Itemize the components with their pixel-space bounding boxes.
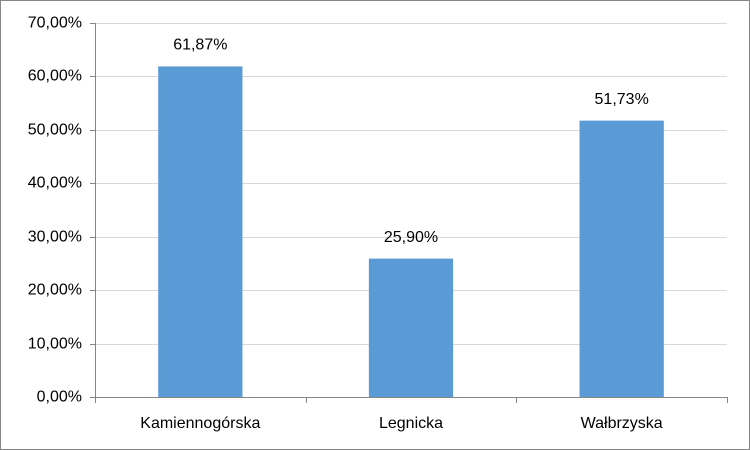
y-tick-label: 0,00% xyxy=(37,389,82,406)
y-tick-label: 10,00% xyxy=(28,336,82,353)
y-tick-label: 60,00% xyxy=(28,68,82,85)
value-label: 51,73% xyxy=(595,91,649,108)
y-tick-label: 40,00% xyxy=(28,175,82,192)
x-tick-label: Kamiennogórska xyxy=(140,415,260,432)
value-label: 61,87% xyxy=(173,37,227,54)
x-tick-label: Legnicka xyxy=(379,415,443,432)
y-tick-label: 20,00% xyxy=(28,282,82,299)
bar xyxy=(158,66,243,397)
bar xyxy=(368,258,454,397)
bar xyxy=(579,120,664,397)
y-tick-label: 30,00% xyxy=(28,229,82,246)
x-tick-label: Wałbrzyska xyxy=(581,415,663,432)
value-label: 25,90% xyxy=(384,229,438,246)
y-tick-label: 70,00% xyxy=(28,15,82,32)
y-tick-label: 50,00% xyxy=(28,122,82,139)
